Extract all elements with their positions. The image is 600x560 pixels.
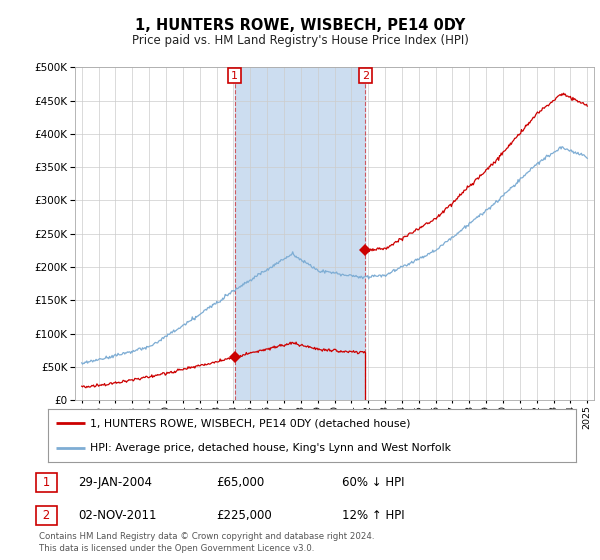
Text: 2: 2 — [362, 71, 369, 81]
Text: 1, HUNTERS ROWE, WISBECH, PE14 0DY: 1, HUNTERS ROWE, WISBECH, PE14 0DY — [135, 18, 465, 33]
Text: 1: 1 — [39, 476, 54, 489]
Text: 12% ↑ HPI: 12% ↑ HPI — [342, 508, 404, 522]
Text: 02-NOV-2011: 02-NOV-2011 — [78, 508, 157, 522]
Text: Contains HM Land Registry data © Crown copyright and database right 2024.
This d: Contains HM Land Registry data © Crown c… — [39, 532, 374, 553]
Text: 29-JAN-2004: 29-JAN-2004 — [78, 476, 152, 489]
Text: Price paid vs. HM Land Registry's House Price Index (HPI): Price paid vs. HM Land Registry's House … — [131, 34, 469, 46]
Text: 2: 2 — [39, 508, 54, 522]
Text: 60% ↓ HPI: 60% ↓ HPI — [342, 476, 404, 489]
Text: £65,000: £65,000 — [216, 476, 264, 489]
Text: £225,000: £225,000 — [216, 508, 272, 522]
Text: 1, HUNTERS ROWE, WISBECH, PE14 0DY (detached house): 1, HUNTERS ROWE, WISBECH, PE14 0DY (deta… — [90, 418, 411, 428]
Text: HPI: Average price, detached house, King's Lynn and West Norfolk: HPI: Average price, detached house, King… — [90, 442, 451, 452]
Bar — [235, 67, 365, 400]
Text: 1: 1 — [231, 71, 238, 81]
